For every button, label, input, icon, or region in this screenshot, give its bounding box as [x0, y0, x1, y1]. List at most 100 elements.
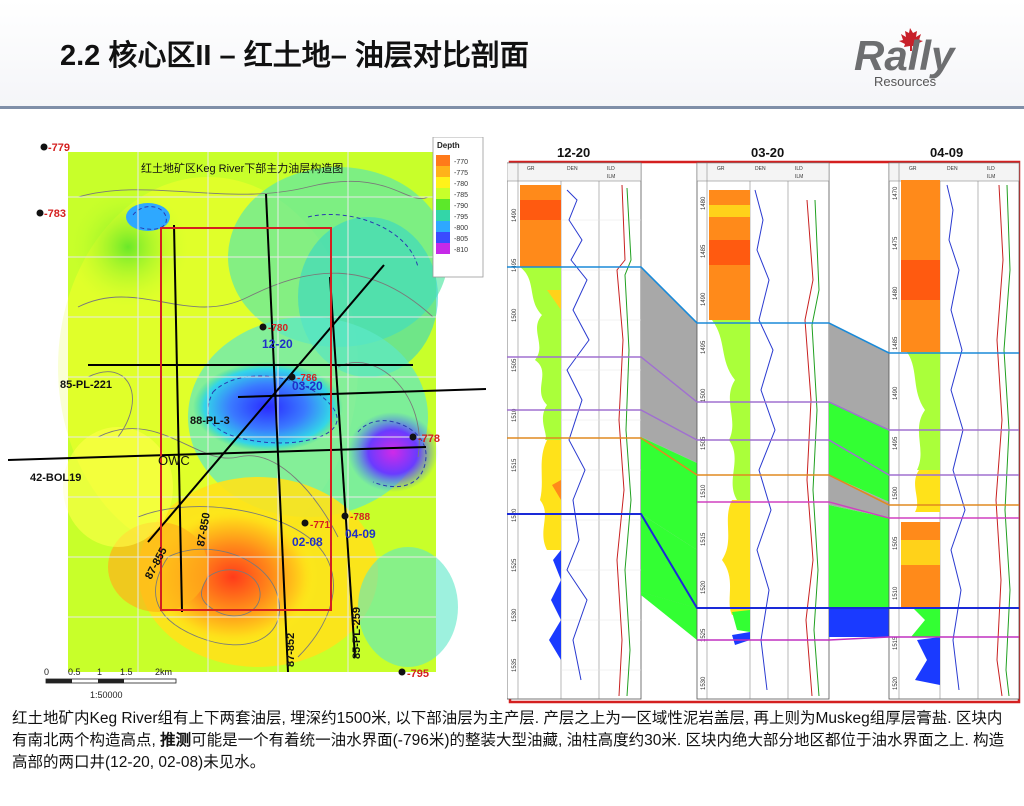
well-depth-label: -779 [48, 142, 70, 154]
scale-tick: 0 [44, 667, 49, 677]
legend-swatch [436, 243, 450, 254]
log-header: DEN [567, 166, 578, 172]
correlation-zone-2 [829, 323, 889, 637]
seismic-line-label: 87-850 [195, 512, 213, 548]
well-depth-label: -780 [268, 323, 288, 334]
well-depth-label: -786 [297, 373, 317, 384]
well-log-03-20: 03-20 GR DEN ILD ILM 1480 1485 1490 1495 [696, 145, 830, 700]
well-log-title: 04-09 [930, 145, 963, 160]
well-dot [40, 143, 48, 151]
seismic-line-label: 42-BOL19 [30, 472, 81, 484]
legend-value: -800 [454, 225, 468, 232]
depth-tick: 1500 [893, 486, 899, 500]
log-header: DEN [947, 166, 958, 172]
scale-bar: 0 0.5 1 1.5 2km 1:50000 [44, 667, 177, 700]
depth-tick: 1505 [512, 358, 518, 372]
depth-tick: 1515 [701, 532, 707, 546]
well-dot [398, 668, 406, 676]
well-name-label: 04-09 [345, 527, 376, 541]
legend-value: -780 [454, 181, 468, 188]
depth-tick: 1500 [701, 388, 707, 402]
map-title: 红土地矿区Keg River下部主力油层构造图 [141, 161, 343, 175]
structure-map: Depth -770 -775 -780 -785 -790 -795 -800… [8, 137, 486, 700]
seismic-line-label: 85-PL-221 [60, 379, 112, 391]
well-name-label: 12-20 [262, 337, 293, 351]
log-header: ILD [987, 166, 995, 172]
scale-tick: 1.5 [120, 667, 133, 677]
well-dot [301, 519, 309, 527]
owc-label: OWC [158, 453, 190, 468]
legend-swatch [436, 210, 450, 221]
seismic-line-label: 88-PL-3 [190, 415, 230, 427]
log-header: GR [527, 166, 535, 172]
legend-swatch [436, 177, 450, 188]
maple-leaf-icon [899, 28, 923, 51]
depth-tick: 1530 [512, 608, 518, 622]
header-divider [0, 106, 1024, 109]
map-legend-title: Depth [437, 141, 460, 150]
scale-tick: 0.5 [68, 667, 81, 677]
legend-value: -795 [454, 214, 468, 221]
depth-tick: 1475 [893, 236, 899, 250]
well-dot [259, 323, 267, 331]
depth-tick: 1515 [893, 636, 899, 650]
well-log-title: 03-20 [751, 145, 784, 160]
caption-emphasis: 推测 [160, 732, 192, 749]
map-legend-scale: -770 -775 -780 -785 -790 -795 -800 -805 … [436, 155, 468, 254]
log-header: GR [909, 166, 917, 172]
scale-ratio: 1:50000 [90, 690, 123, 700]
legend-value: -785 [454, 192, 468, 199]
depth-tick: 1485 [893, 336, 899, 350]
well-depth-label: -783 [44, 208, 66, 220]
well-name-label: 02-08 [292, 535, 323, 549]
legend-swatch [436, 166, 450, 177]
well-name-label: 03-20 [292, 379, 323, 393]
legend-value: -775 [454, 170, 468, 177]
depth-tick: 1510 [701, 484, 707, 498]
log-header: GR [717, 166, 725, 172]
log-header: ILM [795, 174, 803, 180]
depth-tick: 1490 [512, 208, 518, 222]
scale-tick: 1 [97, 667, 102, 677]
depth-tick: 1520 [893, 676, 899, 690]
legend-value: -810 [454, 247, 468, 254]
log-header: ILD [607, 166, 615, 172]
caption-text-1: 红土地矿内Keg River组有上下两套油层, 埋深约1500米, 以下部油层为… [12, 710, 1003, 749]
well-correlation-section: 12-20 GR DEN ILD ILM [507, 145, 1021, 704]
log-header: DEN [755, 166, 766, 172]
logo-sub: Resources [874, 74, 937, 89]
legend-value: -790 [454, 203, 468, 210]
well-depth-label: -788 [350, 512, 370, 523]
depth-tick: 1515 [512, 458, 518, 472]
depth-tick: 1500 [512, 308, 518, 322]
depth-tick: 1505 [893, 536, 899, 550]
well-dot [409, 433, 417, 441]
legend-swatch [436, 221, 450, 232]
well-dot [36, 209, 44, 217]
depth-tick: 1495 [512, 258, 518, 272]
depth-tick: 1525 [701, 628, 707, 642]
seismic-line-label: 85-PL-259 [351, 607, 363, 659]
well-depth-label: -778 [418, 433, 440, 445]
depth-tick: 1530 [701, 676, 707, 690]
depth-tick: 1510 [893, 586, 899, 600]
depth-tick: 1490 [893, 386, 899, 400]
legend-swatch [436, 199, 450, 210]
well-log-12-20: 12-20 GR DEN ILD ILM [507, 145, 642, 700]
well-log-title: 12-20 [557, 145, 590, 160]
depth-tick: 1470 [893, 186, 899, 200]
horizon-lines [507, 266, 1019, 641]
rally-logo: Rally Resources [854, 28, 957, 89]
log-header: ILM [607, 174, 615, 180]
well-log-04-09: 04-09 GR DEN ILD ILM 1470 1475 1480 1485 [888, 145, 1020, 700]
legend-swatch [436, 155, 450, 166]
depth-tick: 1520 [701, 580, 707, 594]
well-depth-label: -795 [407, 668, 429, 680]
depth-tick: 1535 [512, 658, 518, 672]
scale-tick: 2km [155, 667, 172, 677]
depth-tick: 1480 [701, 196, 707, 210]
depth-tick: 1485 [701, 244, 707, 258]
depth-tick: 1525 [512, 558, 518, 572]
legend-swatch [436, 188, 450, 199]
